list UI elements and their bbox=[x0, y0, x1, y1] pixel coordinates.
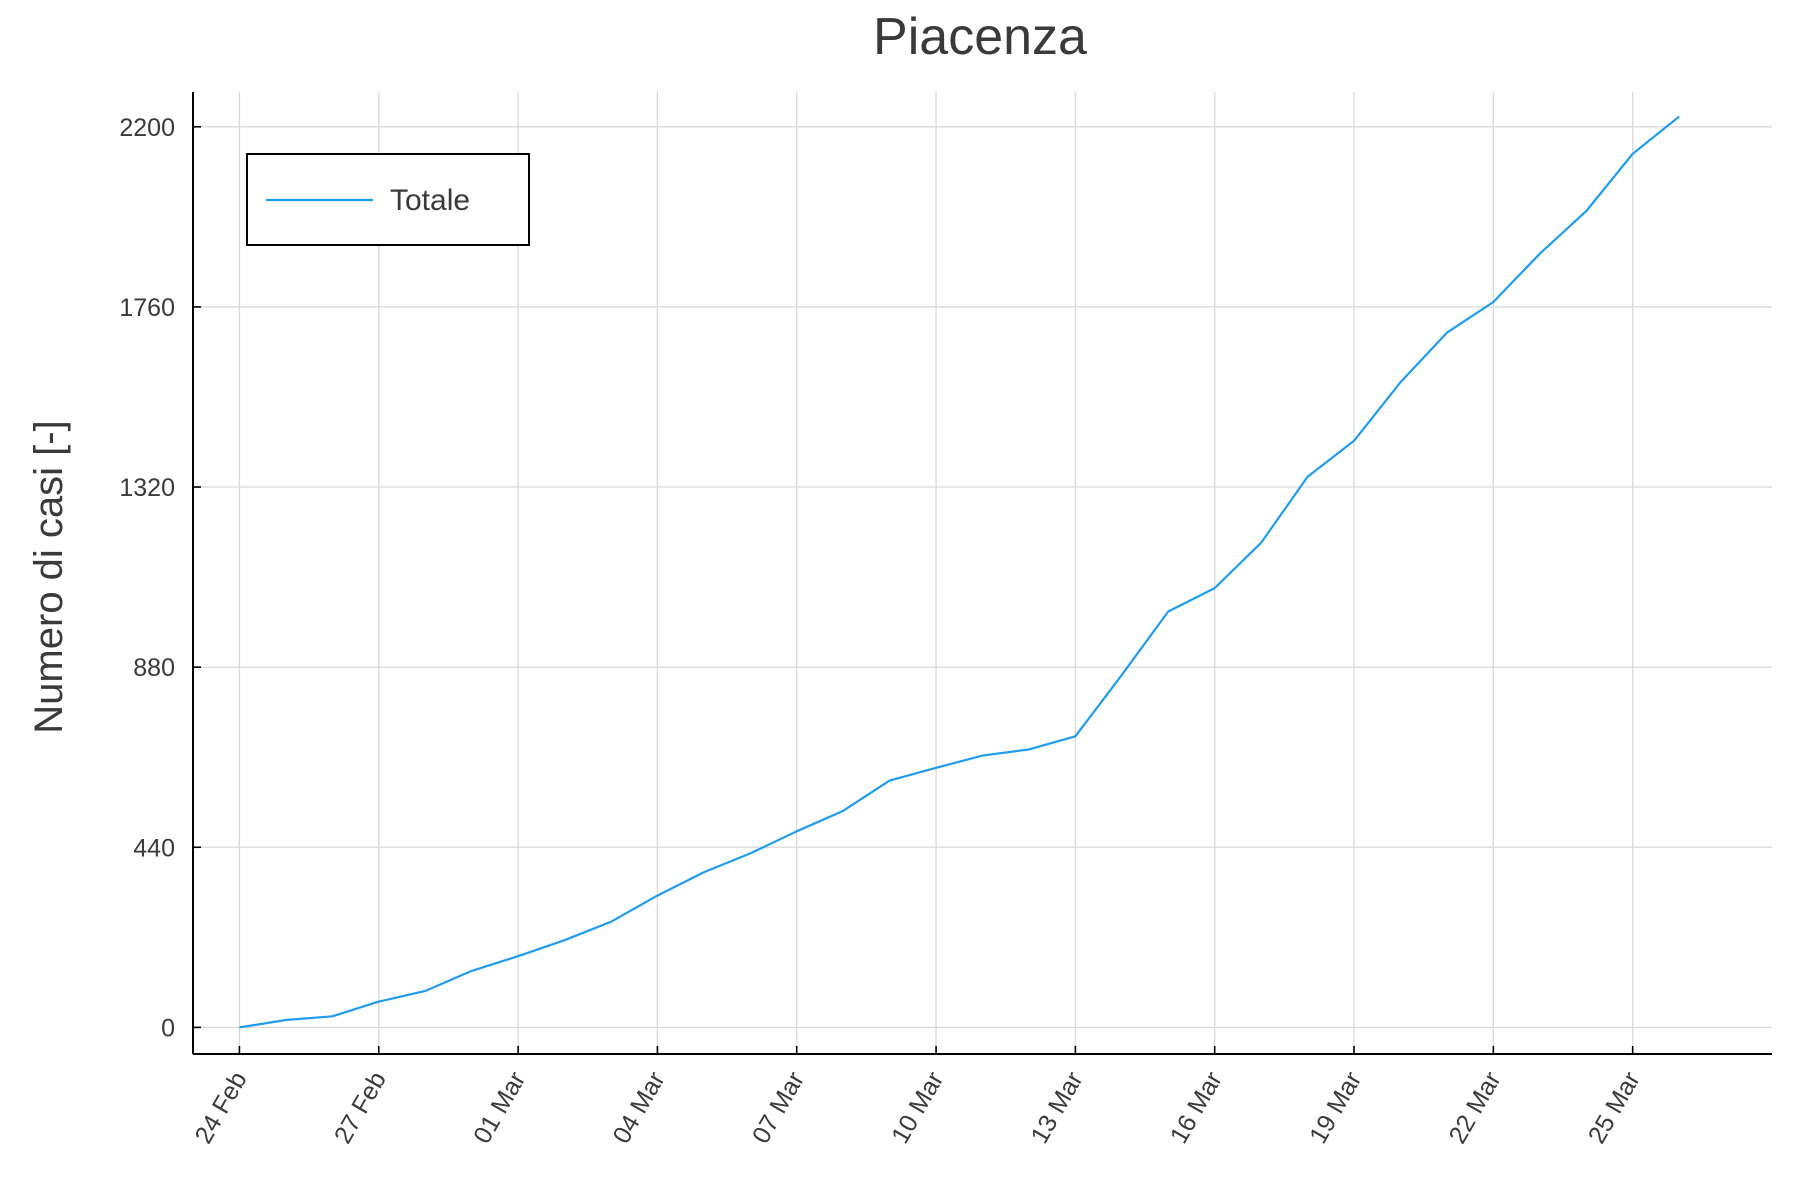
series-layer bbox=[239, 115, 1680, 1029]
grid bbox=[193, 92, 1772, 1054]
y-tick-label: 2200 bbox=[119, 114, 175, 142]
legend: Totale bbox=[246, 153, 530, 246]
x-tick-label: 24 Feb bbox=[189, 1067, 252, 1148]
x-tick-label: 25 Mar bbox=[1583, 1067, 1646, 1148]
x-tick-label: 10 Mar bbox=[886, 1067, 949, 1148]
y-tick-label: 1760 bbox=[119, 294, 175, 322]
y-axis-label: Numero di casi [-] bbox=[27, 420, 71, 733]
legend-label-totale: Totale bbox=[390, 184, 470, 217]
x-tick-label: 04 Mar bbox=[607, 1067, 670, 1148]
chart-title: Piacenza bbox=[873, 8, 1087, 66]
y-tick-label: 0 bbox=[161, 1014, 175, 1042]
x-tick-label: 22 Mar bbox=[1443, 1067, 1506, 1148]
x-tick-label: 27 Feb bbox=[329, 1067, 392, 1148]
y-tick-label: 1320 bbox=[119, 474, 175, 502]
axes: 0 440 880 1320 1760 2200 24 Feb 27 Feb 01 Mar 04 … bbox=[119, 92, 1772, 1148]
y-tick-label: 440 bbox=[133, 834, 175, 862]
y-tick-label: 880 bbox=[133, 654, 175, 682]
x-tick-label: 13 Mar bbox=[1025, 1067, 1088, 1148]
x-tick-label: 01 Mar bbox=[468, 1067, 531, 1148]
x-tick-label: 16 Mar bbox=[1165, 1067, 1228, 1148]
x-tick-label: 19 Mar bbox=[1304, 1067, 1367, 1148]
series-line-totale bbox=[239, 115, 1680, 1029]
x-tick-label: 07 Mar bbox=[747, 1067, 810, 1148]
